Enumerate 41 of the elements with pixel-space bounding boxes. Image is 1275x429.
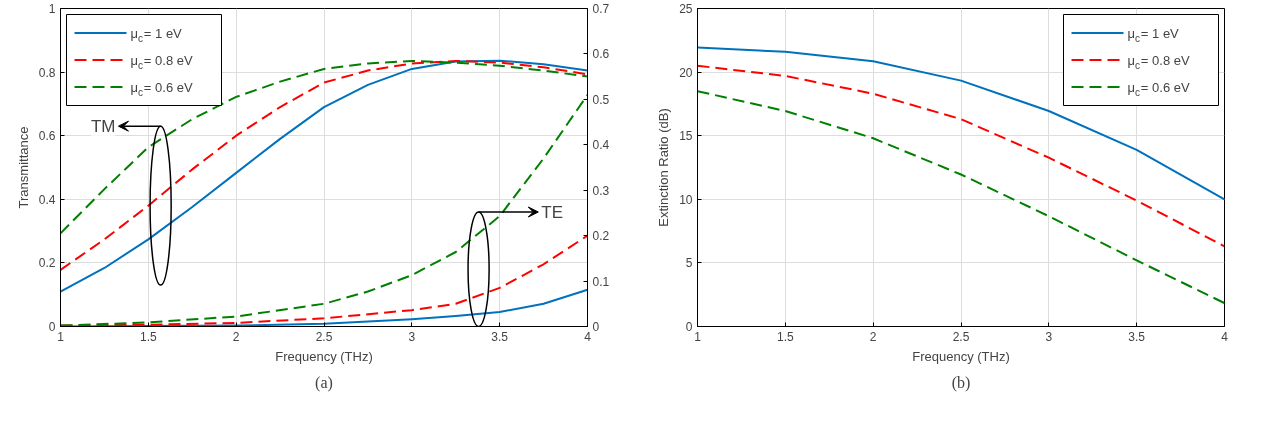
annotation: TE [541, 202, 564, 222]
y-tick-label: 20 [679, 65, 693, 80]
y2-tick-label: 0.3 [592, 183, 610, 198]
line-series [697, 46, 1225, 201]
text: (a) [315, 373, 333, 392]
x-tick-label: 2 [232, 329, 240, 344]
x-tick-label: 3.5 [491, 329, 509, 344]
y2-tick-label: 0.6 [592, 47, 610, 62]
y-tick-label: 0.8 [38, 65, 56, 80]
y2-tick-label: 0.1 [592, 274, 610, 289]
y-tick-label: 1 [48, 2, 56, 16]
y2-tick-label: 0.7 [592, 2, 610, 16]
x-tick-label: 3 [408, 329, 416, 344]
y-tick-label: 5 [685, 256, 693, 271]
y2-tick-label: 0.4 [592, 138, 610, 153]
x-tick-label: 2.5 [952, 329, 970, 344]
x-tick-label: 1.5 [139, 329, 157, 344]
x-tick-label: 3.5 [1128, 329, 1146, 344]
y-axis-title: Transmittance [15, 126, 31, 209]
y-tick-label: 0 [48, 320, 56, 334]
y-tick-label: 10 [679, 192, 693, 207]
y-tick-label: 0.4 [38, 192, 56, 207]
x-tick-label: 1.5 [776, 329, 794, 344]
x-tick-label: 2.5 [315, 329, 333, 344]
y-tick-label: 15 [679, 129, 693, 144]
x-tick-label: 3 [1045, 329, 1053, 344]
x-tick-label: 4 [584, 329, 592, 344]
y2-tick-label: 0.5 [592, 92, 610, 107]
x-axis-title: Frequency (THz) [275, 348, 373, 364]
y-tick-label: 0.6 [38, 129, 56, 144]
annotation: TM [90, 116, 116, 136]
y-tick-label: 0.2 [38, 256, 56, 271]
text: (b) [951, 373, 971, 392]
x-axis-title: Frequency (THz) [912, 348, 1010, 364]
y2-tick-label: 0 [592, 320, 600, 334]
y-tick-label: 0 [685, 320, 693, 334]
x-tick-label: 2 [869, 329, 877, 344]
y-axis-title: Extinction Ratio (dB) [656, 108, 672, 227]
y2-tick-label: 0.2 [592, 229, 610, 244]
x-tick-label: 4 [1221, 329, 1229, 344]
y-tick-label: 25 [679, 2, 693, 16]
